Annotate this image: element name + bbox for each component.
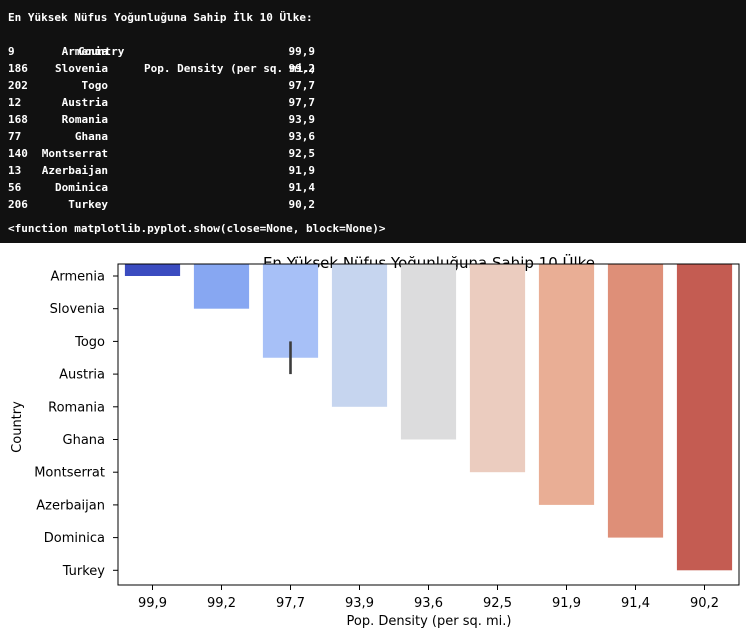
y-axis-label: Country — [10, 401, 25, 453]
bar — [193, 264, 250, 309]
console-row-density: 91,9 — [288, 164, 316, 177]
x-axis-ticks: 99,9 99,2 97,7 93,9 93,6 92,5 91,9 91,4 90,2 — [138, 585, 719, 611]
bar — [538, 264, 595, 505]
bar — [331, 264, 388, 407]
console-row-index: 202 — [8, 79, 28, 92]
console-row-density: 93,9 — [288, 113, 316, 126]
console-row-index: 56 — [8, 181, 22, 194]
console-row-density: 99,9 — [288, 45, 316, 58]
bar — [124, 264, 181, 276]
console-row-country: Armenia — [61, 45, 108, 58]
x-axis-label: Pop. Density (per sq. mi.) — [347, 614, 512, 629]
console-row-country: Romania — [61, 113, 108, 126]
x-tick-label: 93,9 — [345, 596, 374, 611]
console-row-index: 13 — [8, 164, 22, 177]
console-heading: En Yüksek Nüfus Yoğunluğuna Sahip İlk 10… — [8, 11, 313, 24]
bar — [469, 264, 526, 473]
console-row-density: 99,2 — [288, 62, 316, 75]
y-tick-label: Azerbaijan — [36, 498, 105, 513]
plot-frame — [117, 263, 740, 586]
console-row-country: Dominica — [55, 181, 108, 194]
bar — [400, 264, 457, 440]
console-row-density: 93,6 — [288, 130, 316, 143]
console-row-index: 186 — [8, 62, 28, 75]
console-row-density: 97,7 — [288, 96, 316, 109]
console-output: En Yüksek Nüfus Yoğunluğuna Sahip İlk 10… — [0, 0, 746, 243]
console-row-country: Ghana — [74, 130, 108, 143]
console-row-index: 9 — [8, 45, 15, 58]
console-return-value: <function matplotlib.pyplot.show(close=N… — [8, 222, 386, 235]
y-tick-label: Romania — [48, 400, 105, 415]
y-tick-label: Montserrat — [34, 466, 105, 481]
x-tick-label: 97,7 — [276, 596, 305, 611]
x-tick-label: 90,2 — [690, 596, 719, 611]
console-row-country: Turkey — [68, 198, 108, 211]
console-row-density: 97,7 — [288, 79, 316, 92]
y-tick-label: Austria — [59, 368, 105, 383]
y-tick-label: Armenia — [51, 270, 106, 285]
console-row-density: 91,4 — [288, 181, 316, 194]
console-row-density: 92,5 — [288, 147, 316, 160]
console-row-country: Montserrat — [41, 147, 108, 160]
x-tick-label: 99,2 — [207, 596, 236, 611]
console-col-country: Country — [78, 45, 125, 58]
y-tick-label: Ghana — [63, 433, 106, 448]
bar — [607, 264, 664, 538]
console-row-index: 12 — [8, 96, 22, 109]
y-axis-ticks: Armenia Slovenia Togo Austria Romania Ghana Mo… — [34, 270, 118, 579]
bar-chart: En Yüksek Nüfus Yoğunluğuna Sahip 10 Ülk… — [10, 253, 740, 629]
y-tick-label: Dominica — [44, 531, 105, 546]
console-row-index: 77 — [8, 130, 22, 143]
x-tick-label: 99,9 — [138, 596, 167, 611]
console-row-index: 206 — [8, 198, 28, 211]
console-row-country: Austria — [61, 96, 108, 109]
x-tick-label: 91,9 — [552, 596, 581, 611]
y-tick-label: Slovenia — [50, 302, 105, 317]
console-row-country: Azerbaijan — [41, 164, 108, 177]
console-row-country: Slovenia — [55, 62, 108, 75]
x-tick-label: 92,5 — [483, 596, 512, 611]
bar — [676, 264, 733, 571]
console-col-density: Pop. Density (per sq. mi.) — [144, 62, 317, 75]
y-tick-label: Turkey — [62, 564, 106, 579]
console-row-country: Togo — [81, 79, 109, 92]
x-tick-label: 91,4 — [621, 596, 650, 611]
x-tick-label: 93,6 — [414, 596, 443, 611]
console-row-density: 90,2 — [288, 198, 316, 211]
console-row-index: 140 — [8, 147, 28, 160]
chart-bars — [124, 264, 733, 571]
console-header-row: Country Pop. Density (per sq. mi.) — [8, 26, 316, 94]
console-row-index: 168 — [8, 113, 28, 126]
y-tick-label: Togo — [74, 335, 105, 350]
